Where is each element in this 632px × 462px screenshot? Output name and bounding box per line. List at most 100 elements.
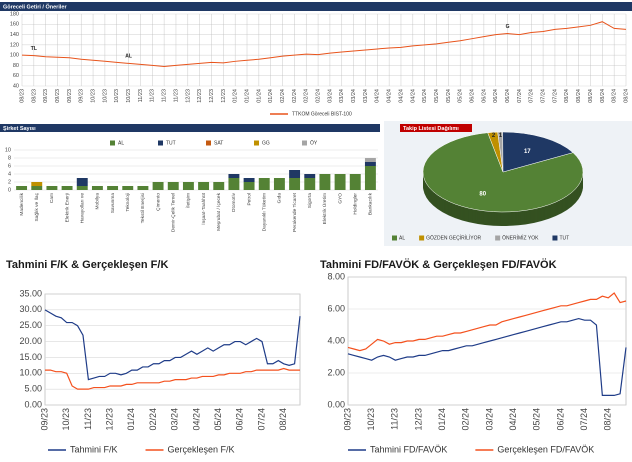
x-tick-label: 10/23 <box>126 89 132 103</box>
bar-segment <box>182 182 194 190</box>
x-tick-label: 10/23 <box>61 408 71 431</box>
panel-header <box>400 124 472 132</box>
x-tick-label: Gıda <box>277 193 283 204</box>
panel-title: Göreceli Getiri / Öneriler <box>3 3 67 10</box>
y-tick-label: 8.00 <box>327 271 345 281</box>
chart-title: Tahmini F/K & Gerçekleşen F/K <box>6 259 168 271</box>
legend-label: GÖZDEN GEÇİRİLİYOR <box>426 234 481 241</box>
y-tick-label: 2 <box>8 179 11 185</box>
x-tick-label: Demir-Çelik Temel <box>171 193 177 232</box>
series-line <box>347 292 627 352</box>
pie-slice <box>422 132 584 213</box>
y-tick-label: 0 <box>8 187 11 193</box>
annotation: G <box>506 24 510 30</box>
bar-segment <box>91 186 103 190</box>
x-tick-label: 03/24 <box>170 408 180 431</box>
legend-label: TUT <box>559 235 569 241</box>
y-tick-label: 160 <box>10 22 19 28</box>
x-tick-label: 09/23 <box>79 89 85 103</box>
bar-segment <box>258 178 270 190</box>
y-tick-label: 60 <box>13 73 19 79</box>
x-tick-label: 02/24 <box>461 408 471 431</box>
x-tick-label: 11/23 <box>138 89 144 102</box>
y-tick-label: 2.00 <box>327 367 345 377</box>
y-tick-label: 120 <box>10 42 19 48</box>
y-tick-label: 0.00 <box>327 399 345 409</box>
x-tick-label: Sigorta <box>307 193 313 209</box>
x-tick-label: 05/24 <box>434 89 440 103</box>
legend-label: ÖY <box>310 139 318 146</box>
panel-header <box>0 2 632 11</box>
x-tick-label: 06/24 <box>555 408 565 431</box>
x-tick-label: Otomotiv <box>231 192 237 212</box>
y-tick-label: 10 <box>5 147 11 153</box>
legend-swatch <box>158 140 163 146</box>
x-tick-label: 06/24 <box>493 89 499 103</box>
x-tick-label: 12/23 <box>413 408 423 431</box>
bar-segment <box>198 182 210 190</box>
x-tick-label: 05/24 <box>458 89 464 103</box>
x-tick-label: 10/23 <box>366 408 376 431</box>
y-tick-label: 4 <box>8 171 11 177</box>
legend-label: AL <box>118 140 124 146</box>
x-tick-label: 07/24 <box>541 89 547 103</box>
x-tick-label: 03/24 <box>339 89 345 103</box>
bar-segment <box>46 186 58 190</box>
y-tick-label: 180 <box>10 11 19 17</box>
bar-segment <box>31 186 43 190</box>
x-tick-label: 02/24 <box>304 89 310 103</box>
legend-swatch <box>302 140 307 146</box>
y-tick-label: 4.00 <box>327 335 345 345</box>
value-label: 80 <box>479 191 486 197</box>
annotation: AL <box>125 54 132 60</box>
bar-segment <box>243 182 255 190</box>
x-tick-label: 06/24 <box>469 89 475 103</box>
x-tick-label: Elektrik Enerji <box>64 193 70 222</box>
legend-label: Gerçekleşen FD/FAVÖK <box>497 444 594 454</box>
bar-segment <box>304 178 316 190</box>
x-tick-label: 10/23 <box>114 89 120 103</box>
y-tick-label: 40 <box>13 83 19 89</box>
x-tick-label: Perakende Ticaret <box>292 192 298 232</box>
y-tick-label: 6.00 <box>327 303 345 313</box>
value-label: 17 <box>524 149 531 155</box>
legend-label: AL <box>399 235 405 241</box>
x-tick-label: 08/24 <box>588 89 594 103</box>
bar-segment <box>228 174 240 178</box>
x-tick-label: Çimento <box>155 193 161 211</box>
bar-segment <box>273 178 285 190</box>
x-tick-label: 03/24 <box>351 89 357 103</box>
x-tick-label: Elektrik Üretim <box>321 193 328 224</box>
legend-swatch <box>419 235 425 241</box>
panel-title: Şirket Sayısı <box>3 126 36 132</box>
x-tick-label: Havayolları ve <box>80 193 86 224</box>
x-tick-label: 04/24 <box>375 89 381 103</box>
legend-label: SAT <box>214 140 223 146</box>
x-tick-label: 10/23 <box>91 89 97 103</box>
x-tick-label: 03/24 <box>484 408 494 431</box>
bar-segment <box>349 174 361 190</box>
legend-swatch <box>392 235 397 241</box>
legend-label: GG <box>262 140 270 146</box>
x-tick-label: Holdingler <box>353 193 359 215</box>
legend-label: Gerçekleşen F/K <box>168 444 235 454</box>
bar-segment <box>107 186 119 190</box>
x-tick-label: 03/24 <box>327 89 333 103</box>
x-tick-label: 05/24 <box>532 408 542 431</box>
value-label: 1 <box>499 133 503 139</box>
x-tick-label: Sağlık ve İlaç <box>33 192 40 221</box>
x-tick-label: 01/24 <box>126 408 136 431</box>
legend-swatch <box>495 235 501 241</box>
legend-label: Tahmini FD/FAVÖK <box>370 444 447 454</box>
x-tick-label: 04/24 <box>410 89 416 103</box>
y-tick-label: 25.00 <box>19 320 42 330</box>
y-tick-label: 0.00 <box>24 399 42 409</box>
plot-frame <box>44 293 301 406</box>
x-tick-label: 06/24 <box>481 89 487 103</box>
x-tick-label: 08/24 <box>623 89 629 103</box>
chart-title: Tahmini FD/FAVÖK & Gerçekleşen FD/FAVÖK <box>320 258 557 271</box>
x-tick-label: 01/24 <box>268 89 274 103</box>
bar-segment <box>137 186 149 190</box>
value-label: 2 <box>492 133 496 139</box>
x-tick-label: Petrol <box>246 193 252 206</box>
